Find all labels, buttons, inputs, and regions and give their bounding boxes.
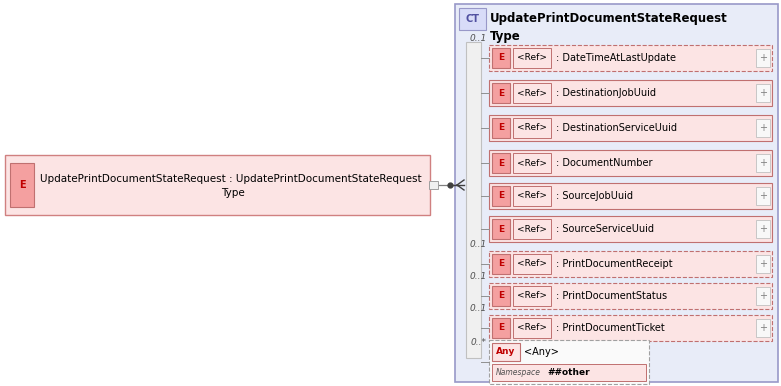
Text: : SourceJobUuid: : SourceJobUuid — [556, 191, 633, 201]
Bar — [492, 186, 510, 206]
Bar — [429, 181, 438, 189]
Text: 0..1: 0..1 — [469, 34, 487, 43]
Bar — [489, 183, 772, 209]
Bar — [459, 8, 486, 30]
Text: <Ref>: <Ref> — [517, 54, 547, 63]
Text: +: + — [759, 158, 767, 168]
Text: <Ref>: <Ref> — [517, 323, 547, 332]
Text: E: E — [498, 259, 504, 269]
Text: UpdatePrintDocumentStateRequest : UpdatePrintDocumentStateRequest: UpdatePrintDocumentStateRequest : Update… — [40, 174, 422, 184]
Bar — [756, 84, 770, 102]
Text: Type: Type — [220, 188, 244, 198]
Text: <Any>: <Any> — [524, 347, 559, 357]
Text: 0..1: 0..1 — [469, 240, 487, 249]
Text: CT: CT — [465, 14, 480, 24]
Text: : DestinationJobUuid: : DestinationJobUuid — [556, 88, 656, 98]
Text: : PrintDocumentTicket: : PrintDocumentTicket — [556, 323, 665, 333]
Text: E: E — [498, 291, 504, 300]
Bar — [10, 163, 34, 207]
Bar — [492, 364, 646, 381]
Bar — [492, 318, 510, 338]
Text: <Ref>: <Ref> — [517, 124, 547, 132]
Text: <Ref>: <Ref> — [517, 191, 547, 200]
Text: : PrintDocumentReceipt: : PrintDocumentReceipt — [556, 259, 672, 269]
Text: E: E — [498, 88, 504, 98]
Bar — [489, 150, 772, 176]
Text: <Ref>: <Ref> — [517, 259, 547, 269]
Bar — [756, 49, 770, 67]
Text: +: + — [759, 259, 767, 269]
Bar — [756, 220, 770, 238]
Bar — [756, 187, 770, 205]
Text: : SourceServiceUuid: : SourceServiceUuid — [556, 224, 654, 234]
Text: : DestinationServiceUuid: : DestinationServiceUuid — [556, 123, 677, 133]
Bar — [489, 80, 772, 106]
Bar — [489, 216, 772, 242]
Bar — [492, 219, 510, 239]
Text: E: E — [498, 225, 504, 234]
Text: E: E — [498, 124, 504, 132]
Text: <Ref>: <Ref> — [517, 291, 547, 300]
Text: <Ref>: <Ref> — [517, 88, 547, 98]
Text: ##other: ##other — [547, 368, 590, 377]
Text: <Ref>: <Ref> — [517, 159, 547, 168]
Text: : PrintDocumentStatus: : PrintDocumentStatus — [556, 291, 667, 301]
Bar — [513, 318, 551, 338]
Bar — [513, 186, 551, 206]
Bar — [492, 343, 520, 361]
Text: E: E — [19, 180, 25, 190]
Bar — [492, 118, 510, 138]
Text: Type: Type — [490, 30, 521, 43]
Bar — [513, 48, 551, 68]
Text: <Ref>: <Ref> — [517, 225, 547, 234]
Bar — [492, 48, 510, 68]
Bar — [489, 315, 772, 341]
Bar — [492, 286, 510, 306]
Bar — [489, 115, 772, 141]
Bar — [492, 254, 510, 274]
Bar — [489, 340, 649, 384]
Text: E: E — [498, 159, 504, 168]
Text: +: + — [759, 191, 767, 201]
Bar — [513, 219, 551, 239]
Bar — [466, 42, 481, 358]
Text: : DateTimeAtLastUpdate: : DateTimeAtLastUpdate — [556, 53, 676, 63]
Text: +: + — [759, 291, 767, 301]
Text: Namespace: Namespace — [496, 368, 541, 377]
Bar — [489, 283, 772, 309]
Text: +: + — [759, 224, 767, 234]
Text: E: E — [498, 54, 504, 63]
Bar — [756, 119, 770, 137]
Text: +: + — [759, 88, 767, 98]
Text: 0..*: 0..* — [471, 338, 487, 347]
Bar — [756, 154, 770, 172]
Text: +: + — [759, 323, 767, 333]
Bar — [513, 153, 551, 173]
Text: 0..1: 0..1 — [469, 272, 487, 281]
Bar — [756, 255, 770, 273]
Text: Any: Any — [496, 347, 515, 357]
Text: 0..1: 0..1 — [469, 304, 487, 313]
Bar — [756, 287, 770, 305]
Bar — [513, 83, 551, 103]
Text: : DocumentNumber: : DocumentNumber — [556, 158, 652, 168]
Text: E: E — [498, 323, 504, 332]
Text: UpdatePrintDocumentStateRequest: UpdatePrintDocumentStateRequest — [490, 12, 728, 25]
Text: +: + — [759, 53, 767, 63]
Bar — [513, 118, 551, 138]
Bar — [492, 153, 510, 173]
Bar — [513, 286, 551, 306]
Text: E: E — [498, 191, 504, 200]
Bar — [489, 251, 772, 277]
Bar — [756, 319, 770, 337]
Bar — [455, 4, 778, 382]
Bar — [489, 45, 772, 71]
Text: +: + — [759, 123, 767, 133]
Bar — [513, 254, 551, 274]
Bar — [5, 155, 430, 215]
Bar — [492, 83, 510, 103]
